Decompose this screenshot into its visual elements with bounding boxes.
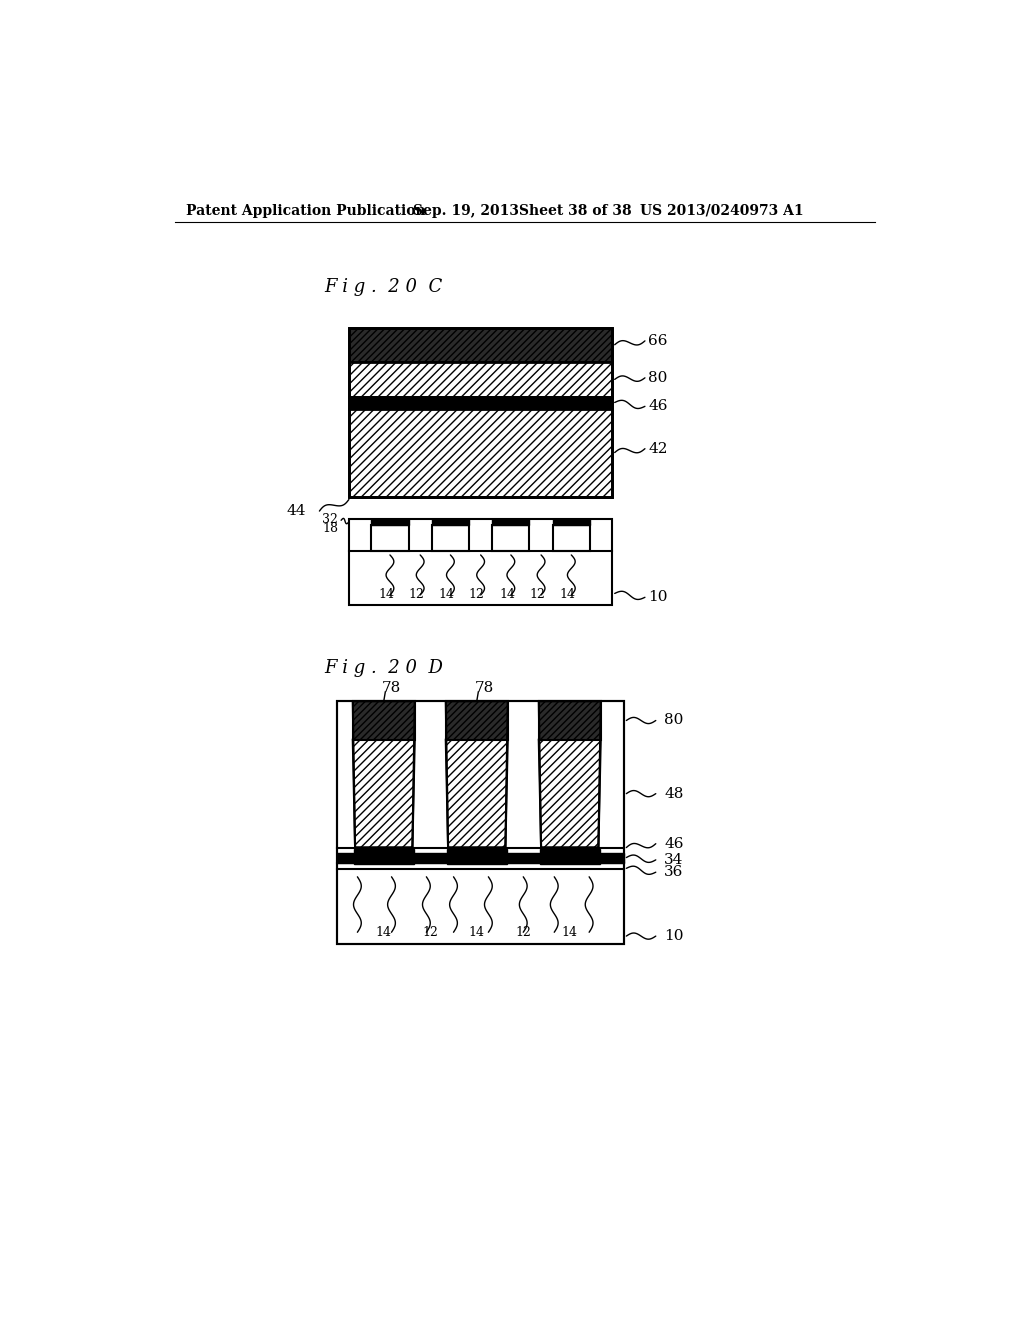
Bar xyxy=(337,701,624,944)
Text: 10: 10 xyxy=(648,590,668,605)
Bar xyxy=(372,519,409,525)
Text: 66: 66 xyxy=(648,334,668,348)
Bar xyxy=(432,525,469,552)
Text: 12: 12 xyxy=(515,925,531,939)
Bar xyxy=(337,701,624,944)
Bar xyxy=(349,327,612,363)
Bar xyxy=(553,525,590,552)
Bar xyxy=(553,519,590,525)
Text: 14: 14 xyxy=(559,589,575,602)
Text: 80: 80 xyxy=(665,714,684,727)
Polygon shape xyxy=(445,739,508,847)
Text: 78: 78 xyxy=(475,681,495,696)
Text: 14: 14 xyxy=(562,925,578,939)
Text: US 2013/0240973 A1: US 2013/0240973 A1 xyxy=(640,203,803,218)
Polygon shape xyxy=(352,739,415,847)
Text: 10: 10 xyxy=(665,929,684,942)
Text: 12: 12 xyxy=(422,925,438,939)
Text: 18: 18 xyxy=(322,521,338,535)
Polygon shape xyxy=(352,701,415,739)
Bar xyxy=(493,519,529,525)
Text: Sheet 38 of 38: Sheet 38 of 38 xyxy=(519,203,632,218)
Bar xyxy=(337,853,624,863)
Polygon shape xyxy=(539,739,601,847)
Bar xyxy=(349,397,612,409)
Text: 34: 34 xyxy=(665,853,684,867)
Text: 14: 14 xyxy=(376,925,392,939)
Text: F i g .  2 0  D: F i g . 2 0 D xyxy=(324,659,443,677)
Text: F i g .  2 0  C: F i g . 2 0 C xyxy=(324,277,442,296)
Text: 12: 12 xyxy=(409,589,424,602)
Bar xyxy=(349,409,612,498)
Text: 48: 48 xyxy=(665,787,684,801)
Text: 46: 46 xyxy=(648,400,668,413)
Text: 32: 32 xyxy=(323,513,338,527)
Bar xyxy=(349,519,612,605)
Text: 42: 42 xyxy=(648,442,668,455)
Text: 46: 46 xyxy=(665,837,684,850)
Bar xyxy=(372,525,409,552)
Polygon shape xyxy=(539,701,601,739)
Text: 12: 12 xyxy=(469,589,484,602)
Text: 12: 12 xyxy=(529,589,545,602)
Text: 80: 80 xyxy=(648,371,668,385)
Bar xyxy=(349,327,612,498)
Text: 78: 78 xyxy=(382,681,401,696)
Text: 14: 14 xyxy=(469,925,484,939)
Bar xyxy=(353,849,414,865)
Bar xyxy=(446,849,507,865)
Text: Sep. 19, 2013: Sep. 19, 2013 xyxy=(414,203,519,218)
Text: 44: 44 xyxy=(287,504,306,517)
Text: 14: 14 xyxy=(378,589,394,602)
Bar xyxy=(493,525,529,552)
Text: Patent Application Publication: Patent Application Publication xyxy=(186,203,426,218)
Text: 14: 14 xyxy=(438,589,455,602)
Polygon shape xyxy=(445,701,508,739)
Bar xyxy=(349,363,612,397)
Bar xyxy=(540,849,600,865)
Bar xyxy=(432,519,469,525)
Text: 36: 36 xyxy=(665,865,684,879)
Text: 14: 14 xyxy=(499,589,515,602)
